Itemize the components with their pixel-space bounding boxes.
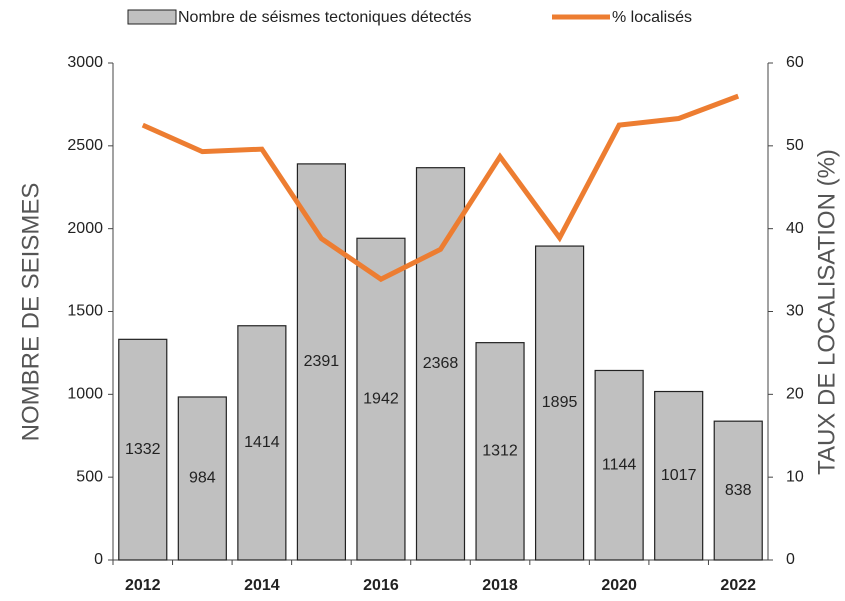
bar — [654, 390, 704, 561]
data-label: 2391 — [304, 353, 340, 370]
legend-swatch — [127, 9, 177, 25]
y2-tick-label: 50 — [786, 137, 804, 154]
y-tick-label: 2500 — [67, 137, 103, 154]
y2-tick-label: 30 — [786, 303, 804, 320]
x-tick-label: 2012 — [125, 577, 161, 594]
y2-tick-label: 60 — [786, 54, 804, 71]
data-label: 1942 — [363, 390, 399, 407]
y2-axis-title: TAUX DE LOCALISATION (%) — [813, 149, 840, 475]
x-tick-label: 2018 — [482, 577, 518, 594]
x-tick-label: 2022 — [720, 577, 756, 594]
bar — [475, 342, 525, 561]
y-tick-label: 0 — [94, 551, 103, 568]
y2-tick-label: 40 — [786, 220, 804, 237]
y2-tick-label: 20 — [786, 386, 804, 403]
bar — [118, 338, 168, 561]
line — [141, 93, 740, 283]
bar — [237, 325, 287, 561]
data-label: 1895 — [542, 394, 578, 411]
x-tick-label: 2014 — [244, 577, 280, 594]
bar — [594, 369, 644, 561]
legend-label: % localisés — [612, 9, 692, 26]
data-label: 1312 — [482, 443, 518, 460]
data-label: 1414 — [244, 434, 280, 451]
data-label: 984 — [189, 470, 216, 487]
y2-tick-label: 0 — [786, 551, 795, 568]
data-label: 1017 — [661, 467, 697, 484]
bar — [296, 163, 347, 561]
bar — [713, 420, 763, 561]
bar — [356, 237, 406, 561]
x-tick-label: 2020 — [601, 577, 637, 594]
y-tick-label: 3000 — [67, 54, 103, 71]
y-tick-label: 2000 — [67, 220, 103, 237]
y-tick-label: 1500 — [67, 303, 103, 320]
bar — [415, 167, 466, 561]
data-label: 838 — [725, 482, 752, 499]
y-tick-label: 500 — [76, 468, 103, 485]
legend-label: Nombre de séismes tectoniques détectés — [178, 9, 471, 26]
x-tick-label: 2016 — [363, 577, 399, 594]
data-label: 1144 — [602, 456, 637, 473]
y-tick-label: 1000 — [67, 386, 103, 403]
data-label: 1332 — [125, 441, 161, 458]
y-axis-title: NOMBRE DE SEISMES — [17, 183, 44, 442]
bar — [177, 396, 227, 561]
bar — [534, 245, 585, 561]
data-label: 2368 — [423, 355, 459, 372]
y2-tick-label: 10 — [786, 468, 804, 485]
